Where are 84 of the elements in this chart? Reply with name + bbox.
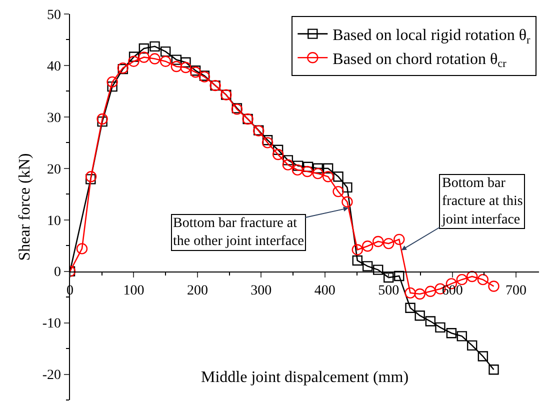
point: [312, 168, 324, 180]
point: [394, 270, 404, 282]
point: [292, 164, 304, 176]
point: [272, 148, 284, 160]
y-tick-label: -10: [42, 316, 62, 332]
point: [138, 52, 150, 63]
point: [425, 316, 436, 326]
point: [293, 160, 304, 171]
point: [138, 43, 150, 54]
point: [149, 53, 160, 64]
x-tick-label: 700: [506, 283, 527, 298]
point: [414, 310, 425, 321]
point: [352, 255, 362, 266]
point: [262, 134, 273, 146]
y-tick-label: 50: [47, 8, 62, 23]
point: [262, 137, 274, 148]
point: [170, 60, 182, 72]
point: [424, 286, 436, 298]
x-tick-label: 600: [442, 283, 463, 298]
point: [96, 113, 108, 125]
y-tick-label: 0: [54, 265, 62, 280]
point: [106, 76, 118, 88]
point: [302, 166, 313, 178]
x-tick-label: 500: [378, 283, 400, 298]
y-tick-label: 40: [47, 59, 62, 74]
x-tick-label: 300: [250, 283, 272, 298]
point: [362, 240, 374, 252]
point: [488, 280, 500, 292]
y-axis-title: Shear force (kN): [16, 153, 34, 261]
point: [128, 56, 140, 67]
y-tick-label: -20: [42, 368, 62, 384]
point: [362, 261, 373, 272]
point: [352, 244, 363, 256]
point: [128, 52, 140, 62]
point: [322, 163, 334, 174]
point: [373, 264, 384, 275]
point: [466, 340, 478, 351]
point: [180, 57, 191, 68]
y-tick-label: 10: [47, 214, 62, 229]
point: [302, 162, 314, 172]
point: [150, 41, 160, 52]
point: [394, 234, 405, 246]
point: [466, 270, 478, 282]
point: [342, 182, 352, 193]
point: [372, 236, 384, 248]
legend-label: Based on local rigid rotation θ$_{r}$: [332, 27, 530, 46]
x-tick-label: 400: [314, 283, 336, 298]
x-tick-label: 200: [186, 283, 208, 298]
annotation: Bottom bar fracture at the other joint interface: [173, 216, 304, 250]
point: [405, 302, 416, 313]
point: [282, 159, 294, 170]
point: [272, 144, 284, 155]
point: [312, 163, 323, 174]
point: [171, 54, 182, 65]
point: [414, 288, 426, 300]
point: [322, 171, 334, 182]
point: [478, 351, 488, 362]
point: [435, 322, 446, 333]
point: [333, 172, 344, 182]
point: [456, 274, 468, 286]
y-tick-label: 20: [47, 162, 62, 178]
y-tick-label: 30: [47, 110, 62, 126]
x-tick-label: 100: [123, 283, 144, 298]
point: [76, 243, 88, 254]
point: [342, 196, 353, 208]
point: [107, 81, 118, 92]
point: [160, 56, 172, 67]
point: [332, 186, 344, 198]
point: [180, 62, 192, 74]
point: [456, 331, 467, 342]
annotation: Bottom bar fracture at this joint interface: [441, 176, 523, 228]
point: [86, 174, 96, 184]
point: [160, 46, 171, 57]
point: [404, 287, 416, 299]
point: [383, 238, 394, 250]
point: [446, 328, 457, 338]
point: [477, 274, 489, 286]
point: [282, 155, 294, 166]
point: [488, 364, 499, 375]
point: [85, 171, 97, 182]
point: [384, 272, 394, 283]
x-axis-title: Middle joint dispalcement (mm): [201, 369, 409, 386]
legend-label: Based on chord rotation θ$_{cr}$: [332, 50, 507, 70]
point: [97, 116, 108, 127]
